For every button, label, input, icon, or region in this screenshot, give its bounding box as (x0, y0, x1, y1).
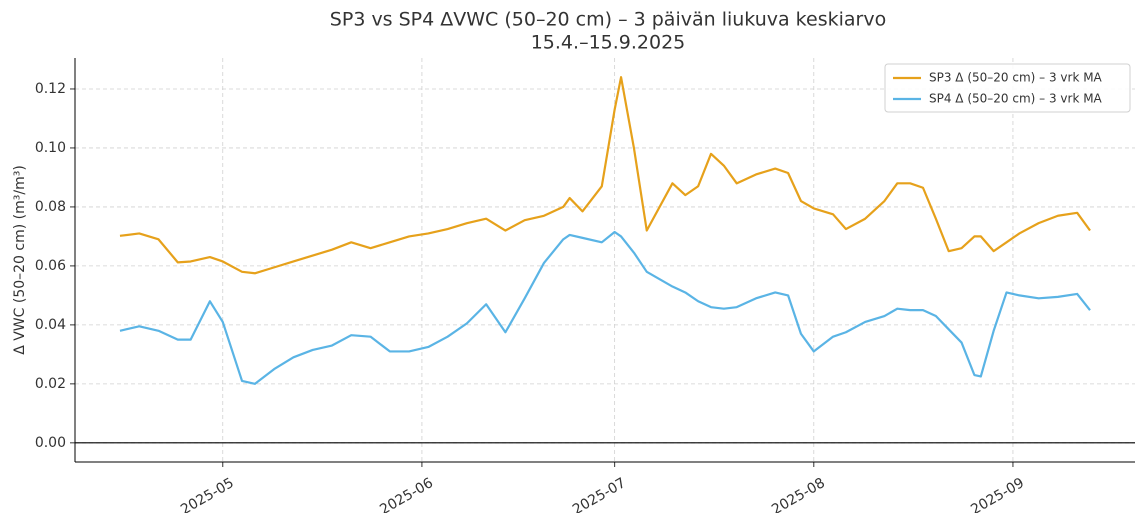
y-tick-label: 0.00 (35, 435, 66, 451)
legend-box (884, 63, 1131, 113)
x-tick-label: 2025-09 (968, 475, 1027, 513)
chart-subtitle: 15.4.–15.9.2025 (531, 32, 686, 54)
x-tick-label: 2025-05 (178, 475, 237, 513)
legend-label: SP4 Δ (50–20 cm) – 3 vrk MA (929, 92, 1103, 106)
x-tick-label: 2025-08 (769, 475, 828, 513)
y-tick-label: 0.04 (35, 317, 66, 333)
y-tick-label: 0.10 (35, 140, 66, 156)
series-line (119, 76, 1091, 275)
chart-title: SP3 vs SP4 ΔVWC (50–20 cm) – 3 päivän li… (330, 9, 886, 31)
y-tick-label: 0.06 (35, 258, 66, 274)
legend: SP3 Δ (50–20 cm) – 3 vrk MA SP4 Δ (50–20 … (884, 63, 1131, 113)
y-axis-label: Δ VWC (50–20 cm) (m³/m³) (12, 165, 28, 355)
series-line (119, 230, 1091, 385)
y-tick-label: 0.12 (35, 81, 66, 97)
legend-label: SP3 Δ (50–20 cm) – 3 vrk MA (929, 71, 1103, 85)
x-tick-label: 2025-07 (570, 475, 629, 513)
x-tick-label: 2025-06 (377, 475, 436, 513)
y-tick-label: 0.02 (35, 376, 66, 392)
y-tick-label: 0.08 (35, 199, 66, 215)
